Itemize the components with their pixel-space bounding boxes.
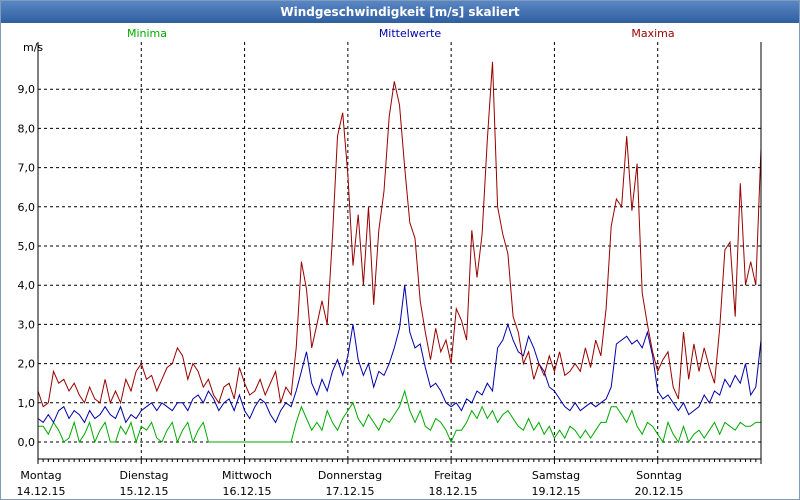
x-date-label: 19.12.15 [532,485,581,498]
y-tick-label: 3,0 [18,318,36,331]
x-day-label: Sonntag [636,469,682,482]
y-tick-label: 1,0 [18,397,36,410]
x-date-label: 18.12.15 [429,485,478,498]
x-date-label: 14.12.15 [17,485,66,498]
x-date-label: 20.12.15 [635,485,684,498]
y-tick-label: 9,0 [18,83,36,96]
chart-title: Windgeschwindigkeit [m/s] skaliert [1,1,799,23]
x-date-label: 16.12.15 [223,485,272,498]
x-tick-labels: Montag 14.12.15 Dienstag 15.12.15 Mittwoch 16… [17,469,684,498]
y-tick-label: 2,0 [18,358,36,371]
x-date-label: 17.12.15 [326,485,375,498]
series-lines [37,61,762,444]
legend-mittelwerte: Mittelwerte [379,27,442,40]
x-day-label: Freitag [434,469,472,482]
y-tick-label: 6,0 [18,201,36,214]
y-tick-label: 0,0 [18,436,36,449]
y-tick-label: 7,0 [18,162,36,175]
x-day-label: Montag [20,469,61,482]
x-day-label: Samstag [532,469,580,482]
series-line-mittelwerte [37,285,762,424]
legend-maxima: Maxima [631,27,674,40]
axes [37,42,762,464]
series-line-maxima [37,61,762,408]
x-date-label: 15.12.15 [120,485,169,498]
y-tick-label: 5,0 [18,240,36,253]
x-day-label: Dienstag [119,469,168,482]
y-tick-label: 4,0 [18,279,36,292]
y-tick-label: 8,0 [18,122,36,135]
x-day-label: Donnerstag [318,469,382,482]
legend-minima: Minima [127,27,167,40]
series-line-minima [38,389,761,444]
x-day-label: Mittwoch [222,469,272,482]
y-tick-labels: 0,0 1,0 2,0 3,0 4,0 5,0 6,0 7,0 8,0 9,0 [18,83,36,449]
y-axis-unit-label: m/s [23,41,43,54]
